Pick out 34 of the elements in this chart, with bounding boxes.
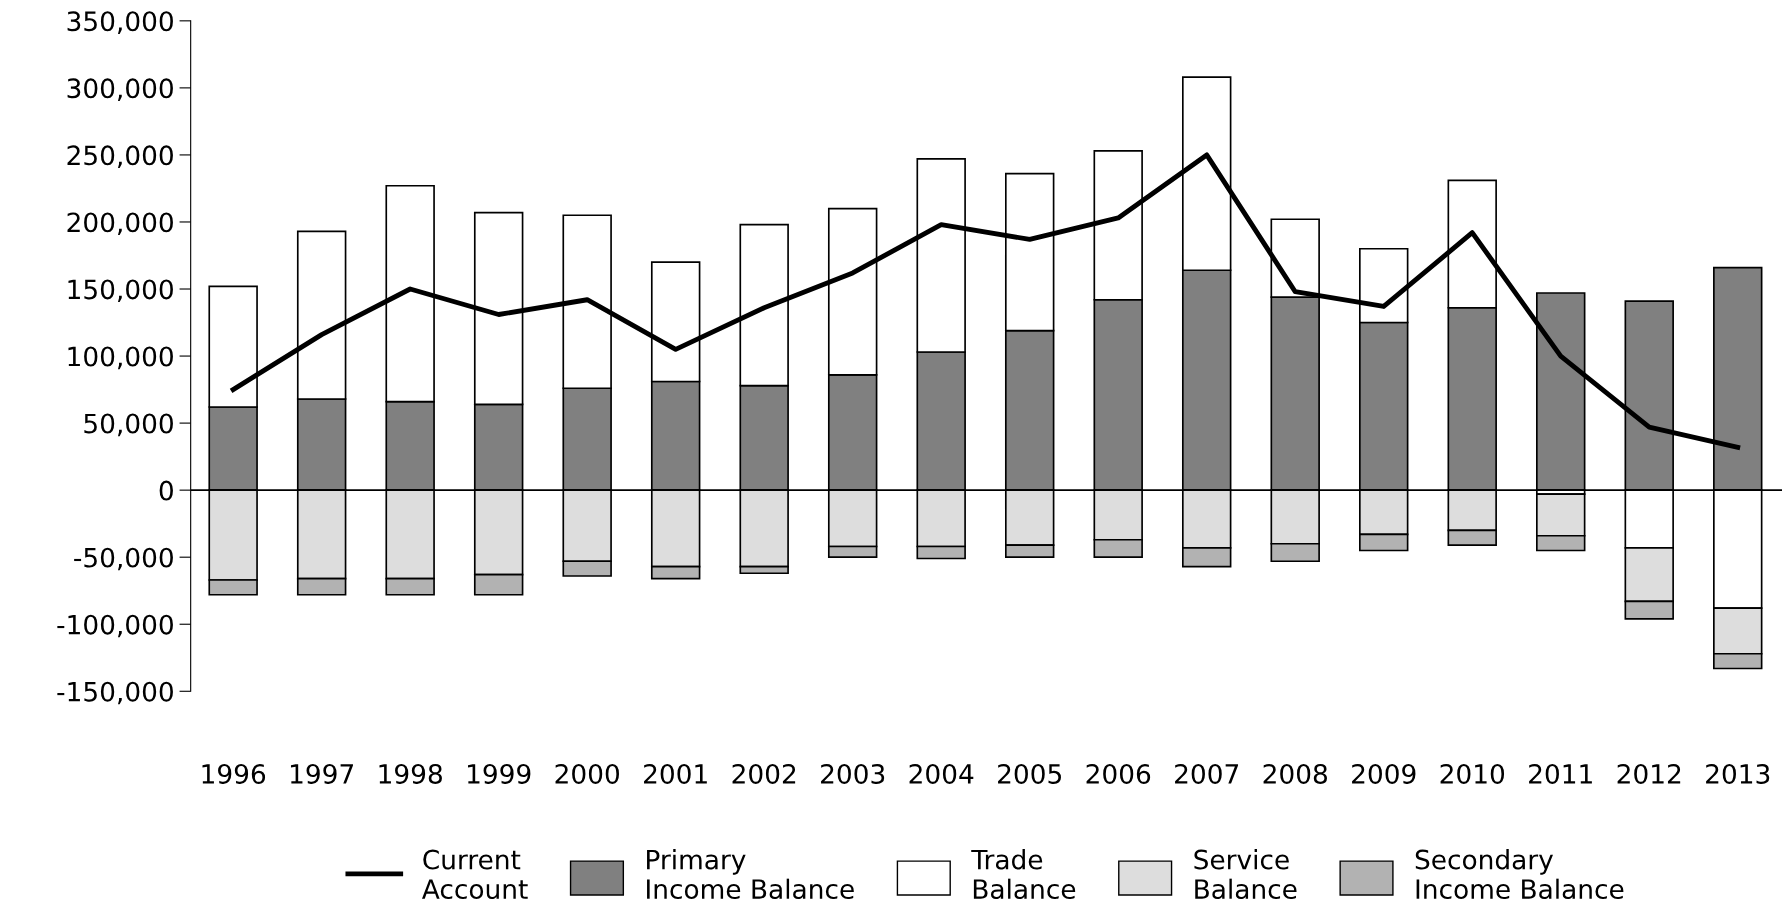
x-tick-label: 1999 <box>467 763 531 784</box>
y-tick-label: -50,000 <box>74 547 173 571</box>
y-tick-label: 0 <box>159 480 173 501</box>
x-tick-label: 2006 <box>1086 763 1151 784</box>
x-tick-label: 2007 <box>1175 763 1239 784</box>
x-tick-label: 2010 <box>1440 763 1505 784</box>
legend-label: Secondary Income Balance <box>1415 849 1624 900</box>
y-tick-label: 150,000 <box>68 279 173 303</box>
x-tick-label: 1996 <box>202 763 266 784</box>
x-tick-label: 2013 <box>1706 763 1770 784</box>
y-tick-label: 300,000 <box>67 78 173 101</box>
x-tick-label: 2002 <box>732 763 796 784</box>
y-tick-label: -100,000 <box>57 614 173 638</box>
x-tick-label: 2001 <box>644 763 707 784</box>
x-tick-label: 2004 <box>909 763 974 784</box>
x-tick-label: 2012 <box>1617 763 1681 784</box>
legend-label: Service Balance <box>1194 849 1297 900</box>
y-tick-label: 100,000 <box>68 346 173 370</box>
legend-label: Primary Income Balance <box>647 849 854 900</box>
x-tick-label: 2009 <box>1352 763 1416 784</box>
y-tick-label: -150,000 <box>57 681 173 705</box>
legend-label: Current Account <box>422 849 528 900</box>
x-tick-label: 2005 <box>998 763 1061 784</box>
x-tick-label: 2008 <box>1263 763 1327 784</box>
x-tick-label: 2003 <box>821 763 885 784</box>
x-tick-label: 2000 <box>555 763 619 784</box>
y-tick-label: 350,000 <box>67 11 173 34</box>
y-tick-label: 250,000 <box>67 145 173 169</box>
y-tick-label: 200,000 <box>67 212 173 236</box>
x-tick-label: 2011 <box>1529 763 1592 784</box>
y-tick-label: 50,000 <box>84 413 173 437</box>
x-tick-label: 1998 <box>379 763 442 784</box>
x-tick-label: 1997 <box>290 763 353 784</box>
legend-label: Trade Balance <box>971 849 1076 900</box>
